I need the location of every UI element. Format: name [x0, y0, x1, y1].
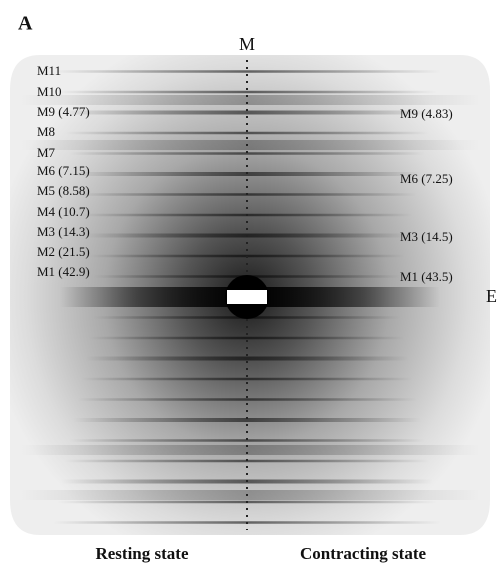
layer-line [20, 445, 480, 455]
reflection-label: M7 [37, 145, 56, 160]
reflection-label: M9 (4.83) [400, 106, 453, 121]
layer-line [65, 459, 429, 463]
reflection-label: M6 (7.25) [400, 171, 453, 186]
reflection-label: M11 [37, 63, 61, 78]
layer-line [85, 356, 409, 361]
equator-label: E [486, 286, 497, 306]
reflection-label: M4 (10.7) [37, 204, 90, 219]
layer-line [20, 140, 480, 150]
layer-line [57, 90, 437, 94]
reflection-label: M3 (14.5) [400, 229, 453, 244]
caption: Contracting state [300, 544, 427, 563]
layer-line [69, 439, 425, 442]
diffraction-pattern [10, 55, 490, 535]
layer-line [20, 490, 480, 500]
reflection-label: M3 (14.3) [37, 224, 90, 239]
layer-line [89, 336, 405, 340]
reflection-label: M8 [37, 124, 55, 139]
layer-line [69, 152, 425, 155]
layer-line [20, 95, 480, 105]
panel-label: A [18, 13, 33, 35]
layer-line [65, 131, 429, 135]
right-labels: M9 (4.83) M6 (7.25) M3 (14.5) M1 (43.5) [400, 106, 453, 284]
meridian-label: M [239, 34, 255, 54]
reflection-label: M2 (21.5) [37, 244, 90, 259]
layer-line [61, 110, 433, 115]
caption: Resting state [95, 544, 188, 563]
reflection-label: M10 [37, 84, 62, 99]
layer-line [53, 70, 441, 73]
reflection-label: M1 (42.9) [37, 264, 90, 279]
layer-line [73, 418, 421, 422]
layer-line [77, 398, 417, 401]
reflection-label: M6 (7.15) [37, 163, 90, 178]
reflection-label: M9 (4.77) [37, 104, 90, 119]
reflection-label: M1 (43.5) [400, 269, 453, 284]
layer-line [81, 377, 413, 381]
reflection-label: M5 (8.58) [37, 183, 90, 198]
beam-stop-centre [227, 290, 267, 304]
left-labels: M11 M10 M9 (4.77) M8 M7 M6 (7.15) M5 (8.58) M4 … [37, 63, 90, 279]
